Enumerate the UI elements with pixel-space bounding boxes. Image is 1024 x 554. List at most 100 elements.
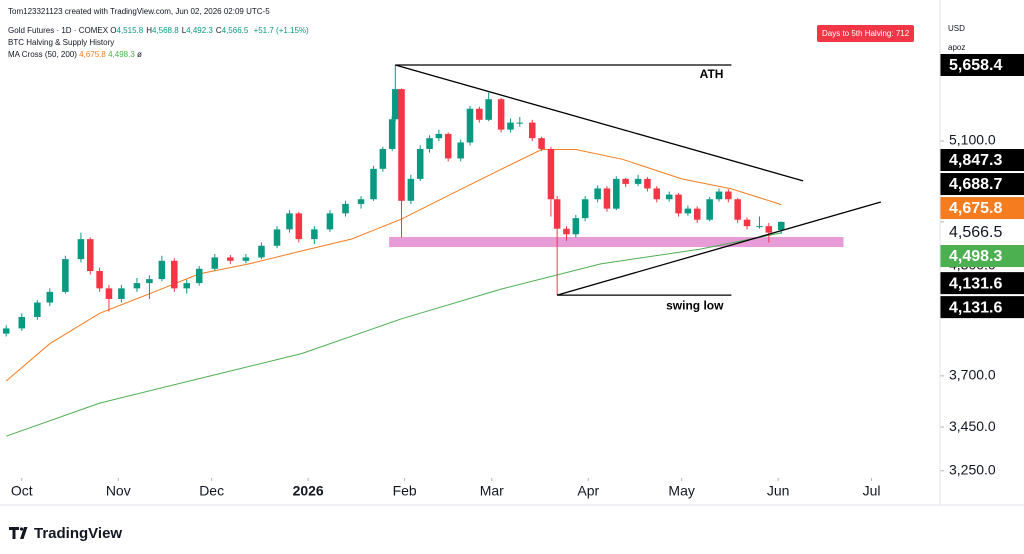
candle-body — [379, 148, 387, 169]
price-label-box — [940, 272, 1024, 295]
candle-body — [326, 213, 334, 230]
candle-body — [653, 188, 661, 200]
candle-body — [286, 213, 293, 230]
candle-body — [684, 208, 692, 214]
candle-body — [476, 108, 483, 120]
ma-symbol: ø — [137, 50, 142, 59]
candle-body — [665, 194, 673, 200]
ma-value: 4,675.8 — [79, 50, 106, 59]
ohlc-key: O — [110, 26, 117, 35]
ohlc: O4,515.8 H4,568.8 L4,492.3 C4,566.5 — [110, 26, 251, 35]
candle-body — [227, 257, 234, 261]
candle-body — [466, 108, 474, 143]
candle-body — [693, 208, 701, 220]
price-label-box — [940, 296, 1024, 319]
candle-body — [777, 221, 785, 231]
price-label: 4,847.3 — [949, 152, 1002, 169]
candle-body — [485, 99, 492, 120]
ohlc-value: 4,568.8 — [151, 26, 179, 35]
candle-body — [581, 199, 589, 219]
brand: TradingView — [34, 525, 123, 542]
currency[interactable]: USD — [948, 24, 965, 33]
drawing-label: ATH — [700, 67, 724, 81]
scale-label: apoz — [948, 43, 966, 52]
candle-body — [183, 283, 191, 289]
candle-body — [644, 178, 651, 189]
candle-body — [634, 178, 642, 184]
ohlc-value: 4,515.8 — [116, 26, 144, 35]
symbol: Gold Futures · 1D · COMEX — [8, 26, 109, 35]
x-tick-label: 2026 — [293, 483, 324, 499]
candle-body — [370, 168, 377, 200]
candle-body — [46, 291, 54, 303]
x-tick-label: Jul — [863, 483, 881, 499]
price-label: 4,498.3 — [949, 248, 1002, 265]
price-label: 5,658.4 — [949, 57, 1002, 74]
x-tick-label: Mar — [480, 483, 504, 499]
plot-area: Oct Nov Dec 2026 Feb Mar Apr May Jun Jul ATH swing … — [2, 64, 882, 499]
symbol-legend: Gold Futures · 1D · COMEX O4,515.8 H4,568… — [8, 25, 309, 36]
candle-body — [416, 148, 424, 179]
candle-body — [706, 199, 713, 220]
candle-body — [86, 239, 94, 272]
candle-body — [497, 99, 505, 130]
indicator-legend: BTC Halving & Supply History — [8, 38, 115, 47]
ohlc-key: C — [215, 26, 222, 35]
candle-body — [756, 226, 763, 228]
candle-body — [743, 219, 751, 227]
candle-body — [765, 226, 773, 233]
x-tick-label: May — [668, 483, 694, 499]
candle-body — [553, 199, 561, 229]
y-tick-label: 3,250.0 — [949, 461, 996, 477]
candle-body — [547, 148, 555, 200]
price-label-box — [940, 245, 1024, 268]
ohlc-value: 4,492.3 — [186, 26, 213, 35]
x-tick-label: Apr — [577, 483, 599, 499]
candle-body — [96, 271, 103, 289]
x-tick-label: Nov — [106, 483, 131, 499]
price-label: 4,688.7 — [949, 176, 1002, 193]
candle-body — [171, 260, 178, 289]
price-label-box — [940, 173, 1024, 196]
price-label: 4,675.8 — [949, 200, 1002, 217]
candle-body — [18, 316, 26, 329]
halving-badge: Days to 5th Halving: 712 — [817, 25, 915, 42]
y-tick-label: 5,100.0 — [949, 132, 996, 148]
candle-body — [594, 188, 601, 200]
credit: Tom123321123 created with TradingView.co… — [8, 7, 270, 16]
logo-icon — [9, 527, 28, 539]
candle-body — [563, 228, 570, 235]
trend-line — [556, 201, 882, 296]
candle-body — [538, 138, 545, 149]
candle-body — [34, 302, 41, 317]
ohlc-key: L — [181, 26, 187, 35]
price-label-box — [940, 53, 1024, 76]
x-tick-label: Feb — [393, 483, 417, 499]
candle-body — [388, 119, 396, 149]
candle-body — [158, 260, 166, 280]
candle-body — [435, 133, 443, 139]
ohlc-key: H — [146, 26, 152, 35]
candle-body — [734, 199, 741, 220]
price-label: 4,566.5 — [949, 224, 1002, 241]
price-label-box — [940, 197, 1024, 220]
candle-body — [516, 122, 524, 124]
change: +51.7 (+1.15%) — [253, 26, 309, 35]
candle-body — [357, 199, 365, 204]
candle-body — [105, 288, 113, 299]
candle-body — [675, 194, 682, 214]
candle-body — [273, 229, 281, 246]
candle-body — [133, 283, 141, 289]
ma-value: 4,498.3 — [108, 50, 135, 59]
candle-body — [118, 288, 125, 299]
candle-body — [725, 191, 732, 200]
trend-line — [395, 64, 804, 182]
candle-body — [242, 257, 250, 261]
candle-body — [715, 191, 723, 200]
candle-body — [507, 122, 514, 130]
price-axis: 5,100.04,300.03,700.03,450.03,250.05,658… — [940, 53, 1024, 477]
ohlc-value: 4,566.5 — [221, 26, 249, 35]
candle-body — [311, 229, 318, 240]
candle-body — [211, 257, 219, 269]
